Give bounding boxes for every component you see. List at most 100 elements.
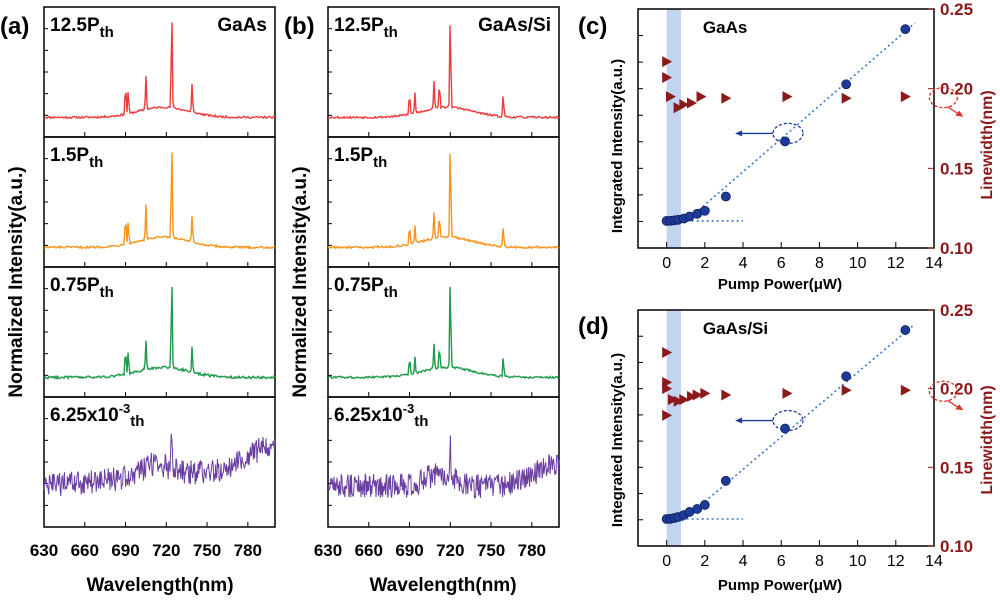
y2-tick-label: 0.20 — [940, 80, 973, 99]
panel-d-label: (d) — [578, 313, 609, 340]
y2-tick-label: 0.15 — [940, 159, 973, 178]
spectrum-trace — [327, 286, 560, 380]
linewidth-point — [782, 387, 793, 399]
linewidth-point — [673, 395, 684, 407]
series-label-sub: th — [414, 413, 428, 430]
linewidth-point — [841, 92, 852, 104]
spectrum-trace — [43, 22, 276, 120]
intensity-point — [841, 79, 852, 90]
linewidth-point — [721, 389, 732, 401]
spectrum-trace — [327, 435, 560, 500]
linewidth-point — [686, 97, 697, 109]
x-tick-label: 720 — [152, 541, 180, 560]
annotation-circle-linewidth — [928, 86, 959, 109]
x-tick-label: 14 — [925, 255, 943, 272]
x-tick-label: 690 — [111, 541, 139, 560]
pump-power-panel-c: 0 2 4 6 8 10 12 140.10 0.15 0.20 0.25 GaAs — [637, 0, 973, 272]
linewidth-point — [692, 389, 703, 401]
x-tick-label: 720 — [436, 541, 464, 560]
series-label: 12.5Pth — [334, 15, 398, 41]
spectrum-trace — [327, 153, 560, 250]
x-tick-label: 660 — [71, 541, 99, 560]
x-tick-label: 10 — [849, 553, 867, 570]
intensity-point — [720, 475, 731, 486]
x-tick-label: 8 — [815, 553, 824, 570]
x-tick-label: 0 — [662, 255, 671, 272]
series-label-sub: th — [89, 154, 103, 171]
intensity-point — [900, 325, 911, 335]
y2-tick-label: 0.15 — [940, 458, 973, 477]
intensity-point — [692, 504, 703, 514]
series-label-sub: th — [100, 284, 114, 301]
x-tick-label: 630 — [314, 541, 342, 560]
linear-fit — [683, 22, 916, 224]
material-label: GaAs/Si — [478, 15, 551, 36]
series-label-sub: th — [100, 24, 114, 41]
spectra-xlabel-b: Wavelength(nm) — [369, 575, 516, 596]
linewidth-point — [782, 91, 793, 103]
series-label: 1.5Pth — [334, 145, 387, 171]
linewidth-point — [673, 102, 684, 114]
x-tick-label: 14 — [925, 553, 943, 570]
pump-power-panel-d: 0 2 4 6 8 10 12 140.10 0.15 0.20 0.25 GaAs/Si — [637, 301, 973, 570]
spectrum-trace — [327, 25, 560, 120]
x-tick-label: 4 — [739, 255, 748, 272]
arrowhead-intensity — [735, 130, 743, 137]
annotation-circle-intensity — [772, 409, 804, 432]
series-label-sub: th — [384, 284, 398, 301]
intensity-point — [699, 205, 710, 216]
linewidth-point — [662, 56, 673, 68]
spectrum-trace — [43, 433, 276, 497]
pump-xlabel-d: Pump Power(μW) — [718, 577, 842, 594]
panel-b-label: (b) — [284, 13, 315, 40]
series-label-base: 12.5P — [50, 15, 100, 36]
x-tick-label: 690 — [395, 541, 423, 560]
linewidth-point — [667, 394, 678, 406]
series-label-base: 12.5P — [334, 15, 384, 36]
series-label-sub: th — [384, 24, 398, 41]
series-label-base: 1.5P — [50, 145, 89, 166]
integrated-ylabel-c: Integrated Intensity(a.u.) — [609, 59, 626, 233]
integrated-ylabel-d: Integrated Intensity(a.u.) — [609, 353, 626, 527]
series-label: 1.5Pth — [50, 145, 103, 171]
linewidth-point — [662, 346, 673, 358]
series-label-sub: th — [373, 154, 387, 171]
spectra-ylabel-a: Normalized Intensity(a.u.) — [6, 166, 27, 397]
plot-frame — [637, 309, 935, 547]
series-label: 0.75Pth — [334, 275, 398, 301]
x-tick-label: 750 — [193, 541, 221, 560]
series-label-base: 0.75P — [334, 275, 384, 296]
y2-tick-label: 0.25 — [940, 301, 973, 320]
series-label-base: 6.25x10 — [50, 405, 119, 426]
x-tick-label: 780 — [518, 541, 546, 560]
linewidth-point — [662, 409, 673, 421]
x-tick-label: 10 — [849, 255, 867, 272]
linewidth-ylabel-c: Linewidth(nm) — [979, 90, 996, 199]
x-tick-label: 8 — [815, 255, 824, 272]
x-tick-label: 2 — [700, 553, 709, 570]
x-tick-label: 4 — [739, 553, 748, 570]
series-label-sup: -3 — [119, 401, 131, 416]
x-tick-label: 780 — [234, 541, 262, 560]
x-tick-label: 6 — [777, 553, 786, 570]
spectra-panel-b: 12.5Pth GaAs/Si1.5Pth0.75Pth6.25x10-3th63… — [314, 6, 560, 560]
arrowhead-linewidth — [955, 404, 964, 411]
y2-tick-label: 0.20 — [940, 380, 973, 399]
series-label: 0.75Pth — [50, 275, 114, 301]
x-tick-label: 2 — [700, 255, 709, 272]
spectra-xlabel-a: Wavelength(nm) — [86, 575, 233, 596]
x-tick-label: 6 — [777, 255, 786, 272]
linewidth-point — [841, 384, 852, 396]
linewidth-point — [900, 384, 911, 396]
material-label: GaAs — [703, 18, 747, 37]
y2-tick-label: 0.10 — [940, 239, 973, 258]
x-tick-label: 0 — [662, 553, 671, 570]
linewidth-point — [696, 91, 707, 103]
annotation-circle-intensity — [772, 122, 804, 145]
series-label-sub: th — [130, 413, 144, 430]
arrowhead-intensity — [735, 417, 743, 424]
linewidth-point — [679, 394, 690, 406]
panel-a-label: (a) — [0, 13, 29, 40]
annotation-circle-linewidth — [928, 380, 959, 402]
